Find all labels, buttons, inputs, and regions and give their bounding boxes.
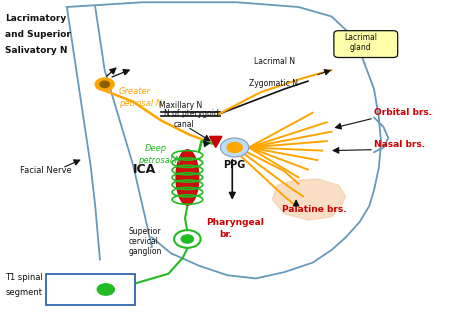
Text: petrosal N: petrosal N	[138, 156, 181, 165]
Polygon shape	[210, 136, 222, 147]
Text: Lacrimal: Lacrimal	[344, 33, 377, 42]
Text: canal: canal	[173, 120, 194, 129]
Text: and Superior: and Superior	[5, 30, 71, 39]
Circle shape	[227, 142, 242, 152]
Circle shape	[100, 81, 109, 87]
Polygon shape	[273, 179, 346, 220]
Text: br.: br.	[219, 230, 232, 239]
Text: ganglion: ganglion	[128, 248, 162, 256]
Text: Orbital brs.: Orbital brs.	[374, 108, 432, 117]
Text: T1 spinal: T1 spinal	[5, 273, 43, 282]
Circle shape	[220, 138, 249, 157]
Text: Lacrimatory: Lacrimatory	[5, 14, 67, 23]
Ellipse shape	[176, 150, 199, 205]
Text: Nasal brs.: Nasal brs.	[374, 139, 425, 148]
Text: Lacrimal N: Lacrimal N	[254, 57, 295, 66]
Text: Greater: Greater	[119, 87, 151, 96]
Text: Zygomatic N: Zygomatic N	[249, 79, 298, 88]
Text: cervical: cervical	[128, 237, 158, 246]
FancyBboxPatch shape	[46, 274, 136, 305]
Text: gland: gland	[349, 42, 371, 52]
Text: Maxillary N: Maxillary N	[159, 101, 202, 110]
Text: segment: segment	[5, 288, 42, 297]
Text: PPG: PPG	[223, 160, 245, 170]
Text: Pharyngeal: Pharyngeal	[206, 218, 264, 227]
Text: Palatine brs.: Palatine brs.	[282, 205, 346, 214]
Text: Deep: Deep	[145, 144, 167, 152]
Circle shape	[174, 230, 201, 248]
Text: Salivatory N: Salivatory N	[5, 46, 68, 55]
Text: Superior: Superior	[128, 227, 161, 236]
FancyBboxPatch shape	[334, 31, 398, 57]
Circle shape	[95, 78, 114, 91]
Text: N of pterygoid: N of pterygoid	[164, 109, 219, 118]
Text: ICA: ICA	[133, 163, 156, 176]
Text: Facial Nerve: Facial Nerve	[19, 166, 72, 175]
Circle shape	[181, 235, 193, 243]
Text: petrosal N: petrosal N	[119, 100, 162, 108]
Circle shape	[97, 284, 114, 295]
